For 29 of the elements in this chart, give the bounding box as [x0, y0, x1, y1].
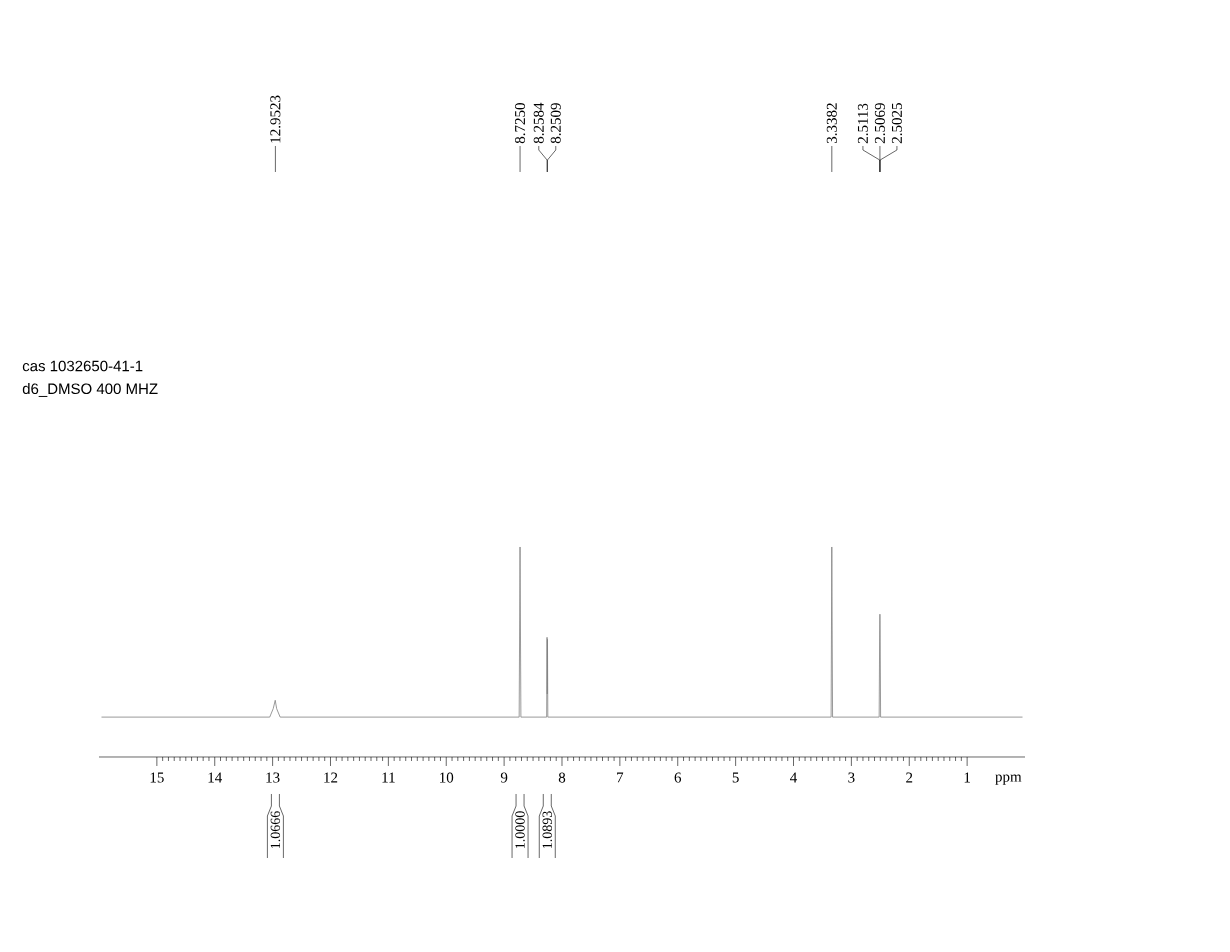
x-tick-label: 15 — [150, 772, 164, 783]
x-tick-label: 10 — [440, 772, 454, 783]
text: 1.0666 — [270, 811, 281, 849]
x-tick-label: 8 — [558, 772, 566, 783]
x-tick-label: 5 — [732, 772, 739, 783]
x-tick-label: 7 — [617, 772, 624, 783]
annotation: 3.3382 — [826, 103, 837, 144]
x-tick-label: 12 — [324, 772, 338, 783]
x-tick-label: 6 — [674, 772, 682, 783]
annotation: 8.2584 — [533, 102, 544, 144]
annotation: 12.9523 — [270, 95, 281, 143]
text: d6_DMSO 400 MHZ — [22, 383, 158, 397]
x-tick-label: 13 — [266, 772, 280, 783]
text: 1.0893 — [542, 811, 553, 849]
text: cas 1032650-41-1 — [22, 360, 143, 372]
text: 1.0000 — [515, 811, 525, 849]
annotation: 8.2509 — [550, 103, 561, 144]
annotation: 2.5069 — [874, 103, 886, 144]
x-tick-label: 4 — [790, 772, 798, 783]
x-tick-label: 11 — [382, 772, 395, 783]
annotation: 2.5025 — [891, 103, 903, 144]
annotation: 8.7250 — [514, 103, 526, 144]
annotation: 2.5113 — [857, 103, 868, 144]
x-tick-label: 1 — [964, 772, 970, 783]
x-axis-title: ppm — [995, 774, 1022, 785]
x-tick-label: 14 — [208, 772, 222, 783]
x-tick-label: 2 — [906, 772, 913, 783]
x-tick-label: 3 — [848, 772, 855, 783]
x-tick-label: 9 — [500, 772, 508, 783]
